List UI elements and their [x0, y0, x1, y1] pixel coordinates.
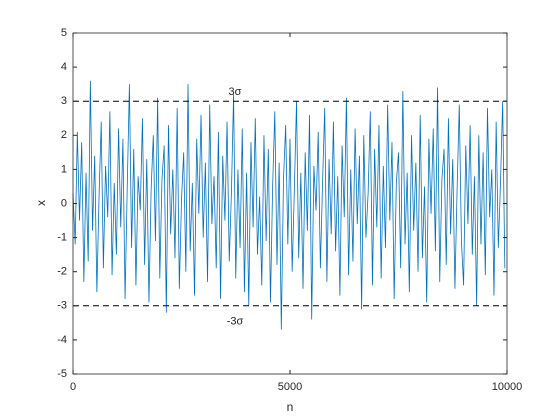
y-tick-label: 1: [61, 163, 67, 175]
x-tick-label: 5000: [278, 381, 302, 393]
y-tick-label: -4: [57, 334, 67, 346]
y-tick-label: 4: [61, 61, 67, 73]
y-tick-label: -5: [57, 368, 67, 380]
y-tick-label: -2: [57, 266, 67, 278]
y-tick-label: -1: [57, 232, 67, 244]
y-tick-label: -3: [57, 300, 67, 312]
y-tick-label: 5: [61, 27, 67, 39]
y-tick-label: 0: [61, 197, 67, 209]
y-tick-label: 3: [61, 95, 67, 107]
data-line: [72, 80, 506, 330]
reference-label: -3σ: [227, 316, 244, 328]
x-tick-label: 10000: [492, 381, 523, 393]
reference-label: 3σ: [229, 86, 242, 98]
y-tick-label: 2: [61, 129, 67, 141]
x-tick-label: 0: [70, 381, 76, 393]
x-axis-label: n: [287, 400, 294, 414]
y-axis-label: x: [34, 200, 48, 206]
